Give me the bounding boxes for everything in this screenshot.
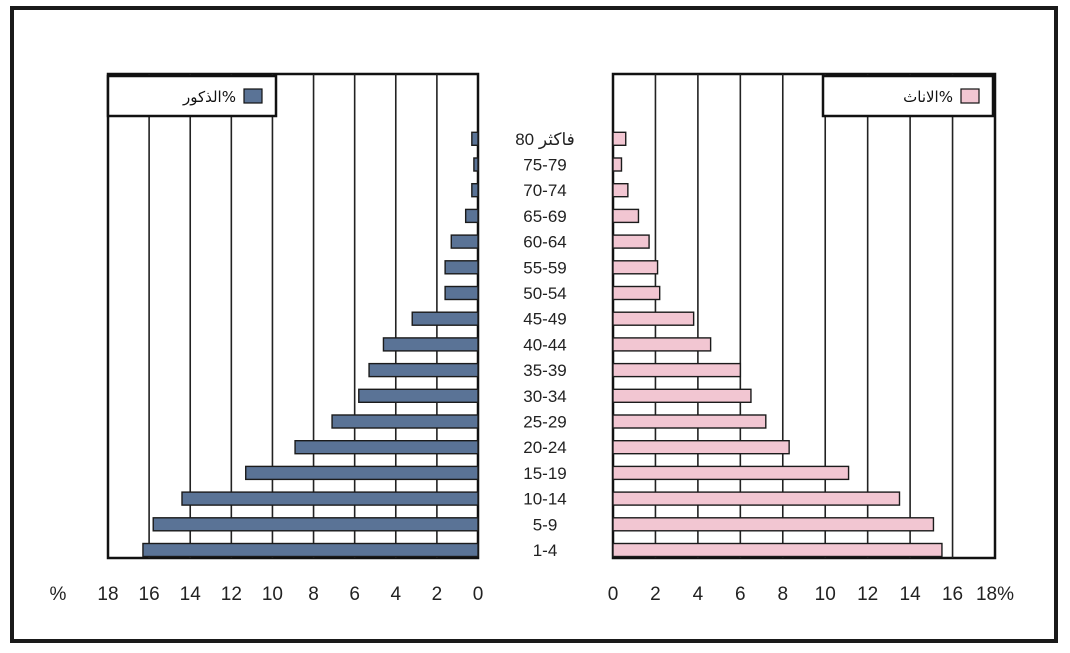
male-bar [181,491,479,506]
male-x-tick-label: 14 [180,584,202,605]
female-x-tick-label: 0 [608,584,619,605]
female-bar [612,208,640,224]
male-panel: 18 16 14 12 10 8 6 4 2 0% الذكور% [50,72,484,605]
male-x-tick-label: 4 [390,584,401,605]
female-x-tick-label: 4 [693,584,704,605]
female-bar [612,311,695,326]
female-bar [612,517,935,532]
age-group-label: 55-59 [523,258,566,277]
age-group-label: 50-54 [523,284,566,303]
age-group-label: 35-39 [523,361,566,380]
male-bar [471,182,479,198]
age-group-label: 40-44 [523,335,566,354]
female-x-tick-label: 8 [777,584,788,605]
male-bar [152,517,479,532]
age-group-label: 70-74 [523,181,566,200]
female-x-tick-label: 10 [815,584,836,605]
age-group-label: 25-29 [523,413,566,432]
female-bar [612,182,629,198]
male-x-tick-label: 12 [221,584,242,605]
female-bar [612,157,623,172]
female-bar [612,440,790,455]
male-legend-label: الذكور% [182,88,236,106]
male-x-tick-label: 2 [432,584,443,605]
male-bar [294,440,479,455]
male-bar [450,234,479,249]
age-group-label: 5-9 [533,515,558,534]
age-group-label: 60-64 [523,233,566,252]
figure-frame [10,6,1058,643]
female-bar [612,388,752,403]
female-legend-label: الاناث% [903,88,953,106]
female-x-tick-label: 2 [650,584,661,605]
male-x-tick-label: 6 [349,584,360,605]
male-bar [142,542,479,558]
age-group-label: 15-19 [523,464,566,483]
female-bar [612,260,659,275]
female-bar [612,362,742,378]
age-group-label: 80 فاكثر [515,130,575,150]
male-legend-swatch [243,88,263,104]
male-bar [471,131,479,147]
female-bar [612,337,712,352]
male-bar [368,362,479,378]
female-x-tick-label: 6 [735,584,746,605]
female-x-tick-label: 16 [942,584,963,605]
age-group-label: 75-79 [523,156,566,175]
female-bar [612,234,650,249]
male-bar [245,465,479,481]
male-x-tick-label: 18 [97,584,118,605]
male-x-tick-label: 0 [473,584,484,605]
male-bar [464,208,479,224]
age-group-label: 1-4 [533,541,558,560]
female-bar [612,542,943,558]
female-x-tick-label: 18% [976,584,1014,605]
male-x-tick-label: 8 [308,584,319,605]
age-group-label: 65-69 [523,207,566,226]
male-x-tick-label: 10 [262,584,283,605]
female-bar [612,285,661,301]
age-group-label: 20-24 [523,438,566,457]
male-bar [444,285,479,301]
female-bar [612,414,767,429]
female-bar [612,465,850,481]
female-x-tick-label: 14 [900,584,922,605]
male-bar [473,157,479,172]
male-x-unit-label: % [50,584,67,605]
female-bar [612,131,627,147]
female-legend-swatch [960,88,980,104]
male-bar [411,311,479,326]
age-group-labels: 1-4 5-9 10-14 15-19 20-24 25-29 30-34 35-39 40-4… [515,130,575,560]
female-bar [612,491,901,506]
age-group-label: 45-49 [523,310,566,329]
male-bar [382,337,479,352]
female-x-tick-label: 12 [857,584,878,605]
age-group-label: 10-14 [523,490,566,509]
male-x-tick-label: 16 [139,584,160,605]
age-group-label: 30-34 [523,387,566,406]
male-bar [444,260,479,275]
male-bar [331,414,479,429]
male-bar [358,388,479,403]
female-panel: 0 2 4 6 8 10 12 14 16 18% الاناث% [608,72,1014,605]
